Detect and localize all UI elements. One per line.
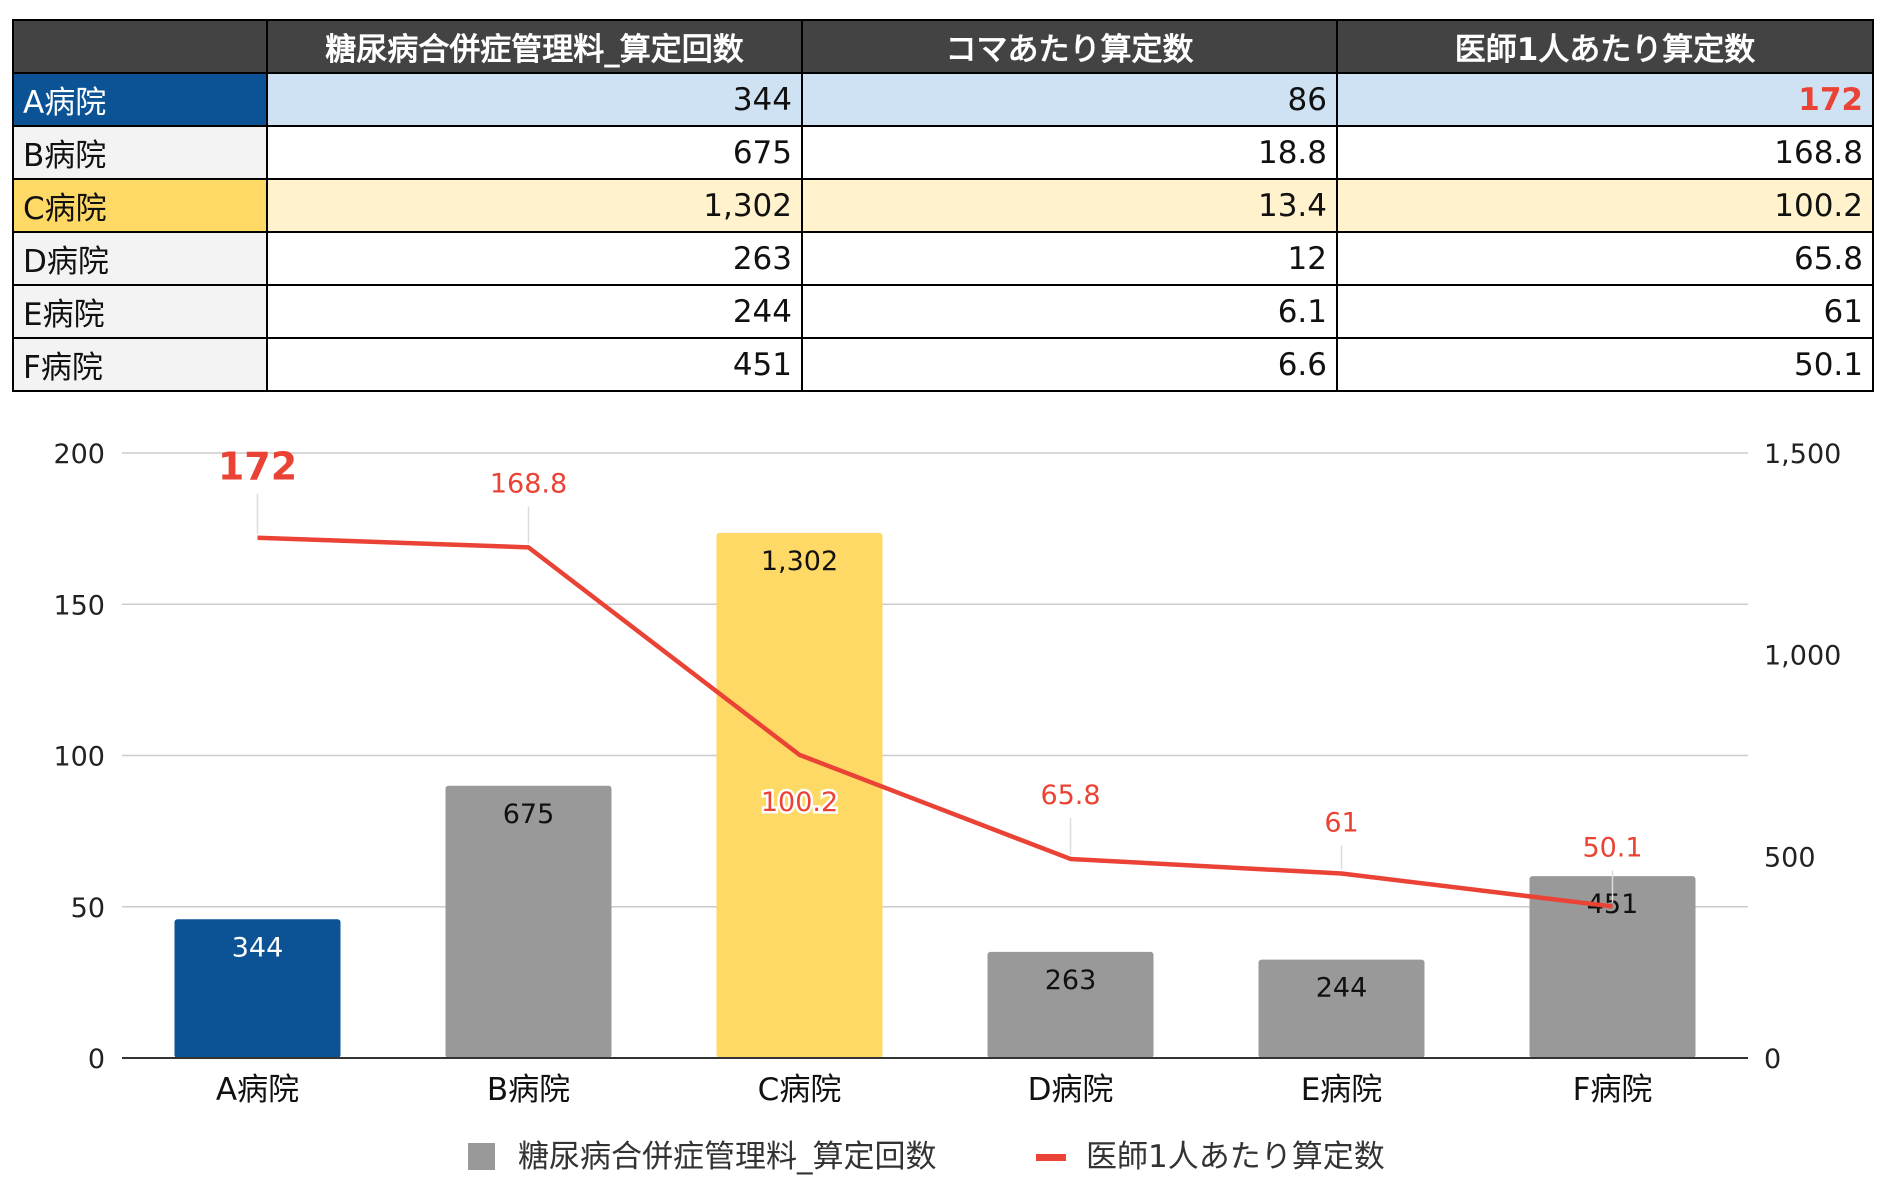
line-series: 172 168.8 100.2 65.8 61 50.1 [218,445,1645,909]
table-row: E病院 244 6.1 61 [12,284,1874,339]
table-header-corner [12,19,268,74]
bar-F病院 [1529,876,1696,1058]
bar-B病院 [445,785,612,1058]
legend-bar-label: 糖尿病合併症管理料_算定回数 [518,1139,937,1175]
table-header-per-doctor: 医師1人あたり算定数 [1336,19,1874,74]
right-tick-label: 1,500 [1764,439,1841,470]
line-value-label: 50.1 [1582,832,1642,863]
right-tick-label: 0 [1764,1044,1781,1075]
line-value-label: 100.2 [761,787,838,818]
table-row: C病院 1,302 13.4 100.2 [12,178,1874,233]
cell-per-slot: 12 [801,231,1338,286]
left-tick-label: 50 [71,893,105,924]
cell-per-doctor: 65.8 [1336,231,1874,286]
combo-chart: 0 50 100 150 200 0 500 1,000 1,500 344 675 1,302 2… [53,439,1841,1175]
line-value-label: 172 [218,445,297,489]
bar-value-label: 244 [1316,973,1368,1004]
left-axis: 0 50 100 150 200 [53,439,105,1075]
cell-per-slot: 6.1 [801,284,1338,339]
bar-value-label: 344 [232,932,284,963]
cell-per-doctor: 100.2 [1336,178,1874,233]
cell-per-doctor: 50.1 [1336,337,1874,392]
cell-count: 1,302 [266,178,803,233]
table-header-row: 糖尿病合併症管理料_算定回数 コマあたり算定数 医師1人あたり算定数 [12,19,1874,74]
table-header-count: 糖尿病合併症管理料_算定回数 [266,19,803,74]
cell-per-slot: 18.8 [801,125,1338,180]
bar-A病院 [174,919,341,1058]
x-category-label: C病院 [758,1072,842,1108]
row-label: A病院 [12,72,268,127]
cell-per-slot: 6.6 [801,337,1338,392]
x-category-label: F病院 [1573,1072,1653,1108]
table-row: D病院 263 12 65.8 [12,231,1874,286]
table-header-per-slot: コマあたり算定数 [801,19,1338,74]
bar-value-label: 675 [503,799,555,830]
bar-value-label: 1,302 [761,546,838,577]
x-category-label: E病院 [1301,1072,1383,1108]
left-tick-label: 150 [53,590,105,621]
table-row: A病院 344 86 172 [12,72,1874,127]
legend-line-swatch [1036,1154,1066,1161]
bar-E病院 [1258,959,1425,1058]
line-value-label: 168.8 [490,468,567,499]
table-row: F病院 451 6.6 50.1 [12,337,1874,392]
legend-bar-swatch [468,1143,495,1170]
cell-per-slot: 13.4 [801,178,1338,233]
legend-line-label: 医師1人あたり算定数 [1086,1139,1385,1175]
cell-per-doctor: 172 [1336,72,1874,127]
cell-count: 675 [266,125,803,180]
x-category-label: B病院 [487,1072,570,1108]
x-axis-labels: A病院 B病院 C病院 D病院 E病院 F病院 [216,1072,1653,1108]
left-tick-label: 100 [53,742,105,773]
line-value-label: 65.8 [1040,780,1100,811]
x-category-label: A病院 [216,1072,299,1108]
cell-per-doctor: 168.8 [1336,125,1874,180]
right-tick-label: 500 [1764,842,1816,873]
right-tick-label: 1,000 [1764,641,1841,672]
x-category-label: D病院 [1028,1072,1114,1108]
bar-value-label: 263 [1045,965,1097,996]
row-label: B病院 [12,125,268,180]
cell-count: 263 [266,231,803,286]
bar-C病院 [716,532,883,1058]
left-tick-label: 0 [88,1044,105,1075]
bar-D病院 [987,951,1154,1058]
legend: 糖尿病合併症管理料_算定回数 医師1人あたり算定数 [468,1139,1385,1175]
left-tick-label: 200 [53,439,105,470]
cell-per-doctor: 61 [1336,284,1874,339]
row-label: E病院 [12,284,268,339]
row-label: D病院 [12,231,268,286]
cell-count: 244 [266,284,803,339]
cell-per-slot: 86 [801,72,1338,127]
cell-count: 451 [266,337,803,392]
data-table: 糖尿病合併症管理料_算定回数 コマあたり算定数 医師1人あたり算定数 A病院 3… [12,19,1874,392]
cell-count: 344 [266,72,803,127]
right-axis: 0 500 1,000 1,500 [1764,439,1841,1075]
table-row: B病院 675 18.8 168.8 [12,125,1874,180]
line-value-label: 61 [1324,807,1358,838]
line-path [257,535,1613,909]
row-label: C病院 [12,178,268,233]
row-label: F病院 [12,337,268,392]
